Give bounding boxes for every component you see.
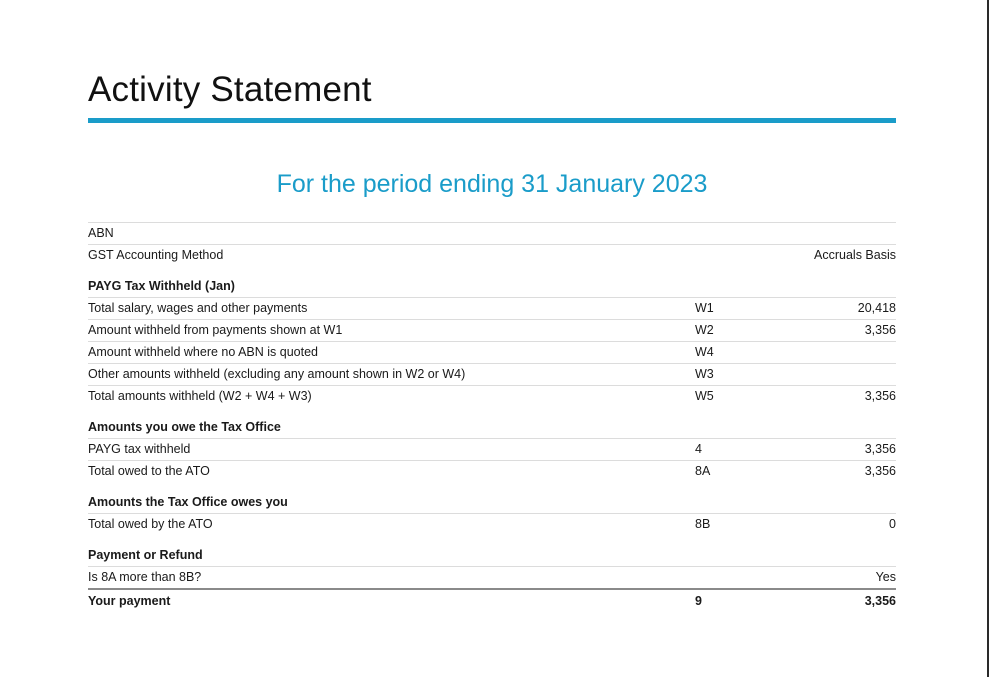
row-abn: ABN: [88, 222, 896, 244]
row-your-payment: Your payment 9 3,356: [88, 588, 896, 612]
row-label: Other amounts withheld (excluding any am…: [88, 367, 466, 381]
row-value: 3,356: [864, 442, 896, 456]
row-code: 9: [695, 594, 702, 608]
row-label: PAYG tax withheld: [88, 442, 191, 456]
row-8b: Total owed by the ATO 8B 0: [88, 513, 896, 535]
row-label: Total amounts withheld (W2 + W4 + W3): [88, 389, 312, 403]
row-label: Is 8A more than 8B?: [88, 570, 202, 584]
section-owe-ato: Amounts you owe the Tax Office: [88, 407, 896, 438]
row-value: 3,356: [864, 389, 896, 403]
row-code: 8B: [695, 517, 711, 531]
row-code: 4: [695, 442, 702, 456]
row-value: 20,418: [857, 301, 896, 315]
section-heading: Amounts the Tax Office owes you: [88, 495, 288, 509]
statement-table: ABN GST Accounting Method Accruals Basis…: [88, 222, 896, 612]
section-payg: PAYG Tax Withheld (Jan): [88, 266, 896, 297]
period-heading: For the period ending 31 January 2023: [276, 170, 708, 198]
row-w3: Other amounts withheld (excluding any am…: [88, 363, 896, 385]
row-label: ABN: [88, 226, 114, 240]
row-w1: Total salary, wages and other payments W…: [88, 297, 896, 319]
row-code: W5: [695, 389, 714, 403]
section-heading: Amounts you owe the Tax Office: [88, 420, 281, 434]
row-label: GST Accounting Method: [88, 248, 224, 262]
row-8a: Total owed to the ATO 8A 3,356: [88, 460, 896, 482]
section-heading: PAYG Tax Withheld (Jan): [88, 279, 235, 293]
row-payg-withheld: PAYG tax withheld 4 3,356: [88, 438, 896, 460]
row-w5: Total amounts withheld (W2 + W4 + W3) W5…: [88, 385, 896, 407]
section-payment: Payment or Refund: [88, 535, 896, 566]
row-value: 0: [889, 517, 896, 531]
row-label: Amount withheld where no ABN is quoted: [88, 345, 318, 359]
row-w2: Amount withheld from payments shown at W…: [88, 319, 896, 341]
row-code: W3: [695, 367, 714, 381]
row-value: Accruals Basis: [814, 248, 896, 262]
section-heading: Payment or Refund: [88, 548, 203, 562]
row-label: Amount withheld from payments shown at W…: [88, 323, 343, 337]
row-value: 3,356: [864, 323, 896, 337]
row-value: 3,356: [864, 594, 896, 608]
page-title: Activity Statement: [88, 70, 372, 109]
row-code: W4: [695, 345, 714, 359]
row-label: Your payment: [88, 594, 171, 608]
row-code: W2: [695, 323, 714, 337]
row-label: Total owed to the ATO: [88, 464, 210, 478]
row-label: Total owed by the ATO: [88, 517, 213, 531]
section-ato-owes: Amounts the Tax Office owes you: [88, 482, 896, 513]
title-divider: [88, 118, 896, 123]
row-comparison: Is 8A more than 8B? Yes: [88, 566, 896, 588]
row-code: W1: [695, 301, 714, 315]
row-gst-method: GST Accounting Method Accruals Basis: [88, 244, 896, 266]
row-code: 8A: [695, 464, 711, 478]
row-value: 3,356: [864, 464, 896, 478]
page-edge: [987, 0, 989, 677]
row-label: Total salary, wages and other payments: [88, 301, 308, 315]
row-w4: Amount withheld where no ABN is quoted W…: [88, 341, 896, 363]
row-value: Yes: [875, 570, 896, 584]
